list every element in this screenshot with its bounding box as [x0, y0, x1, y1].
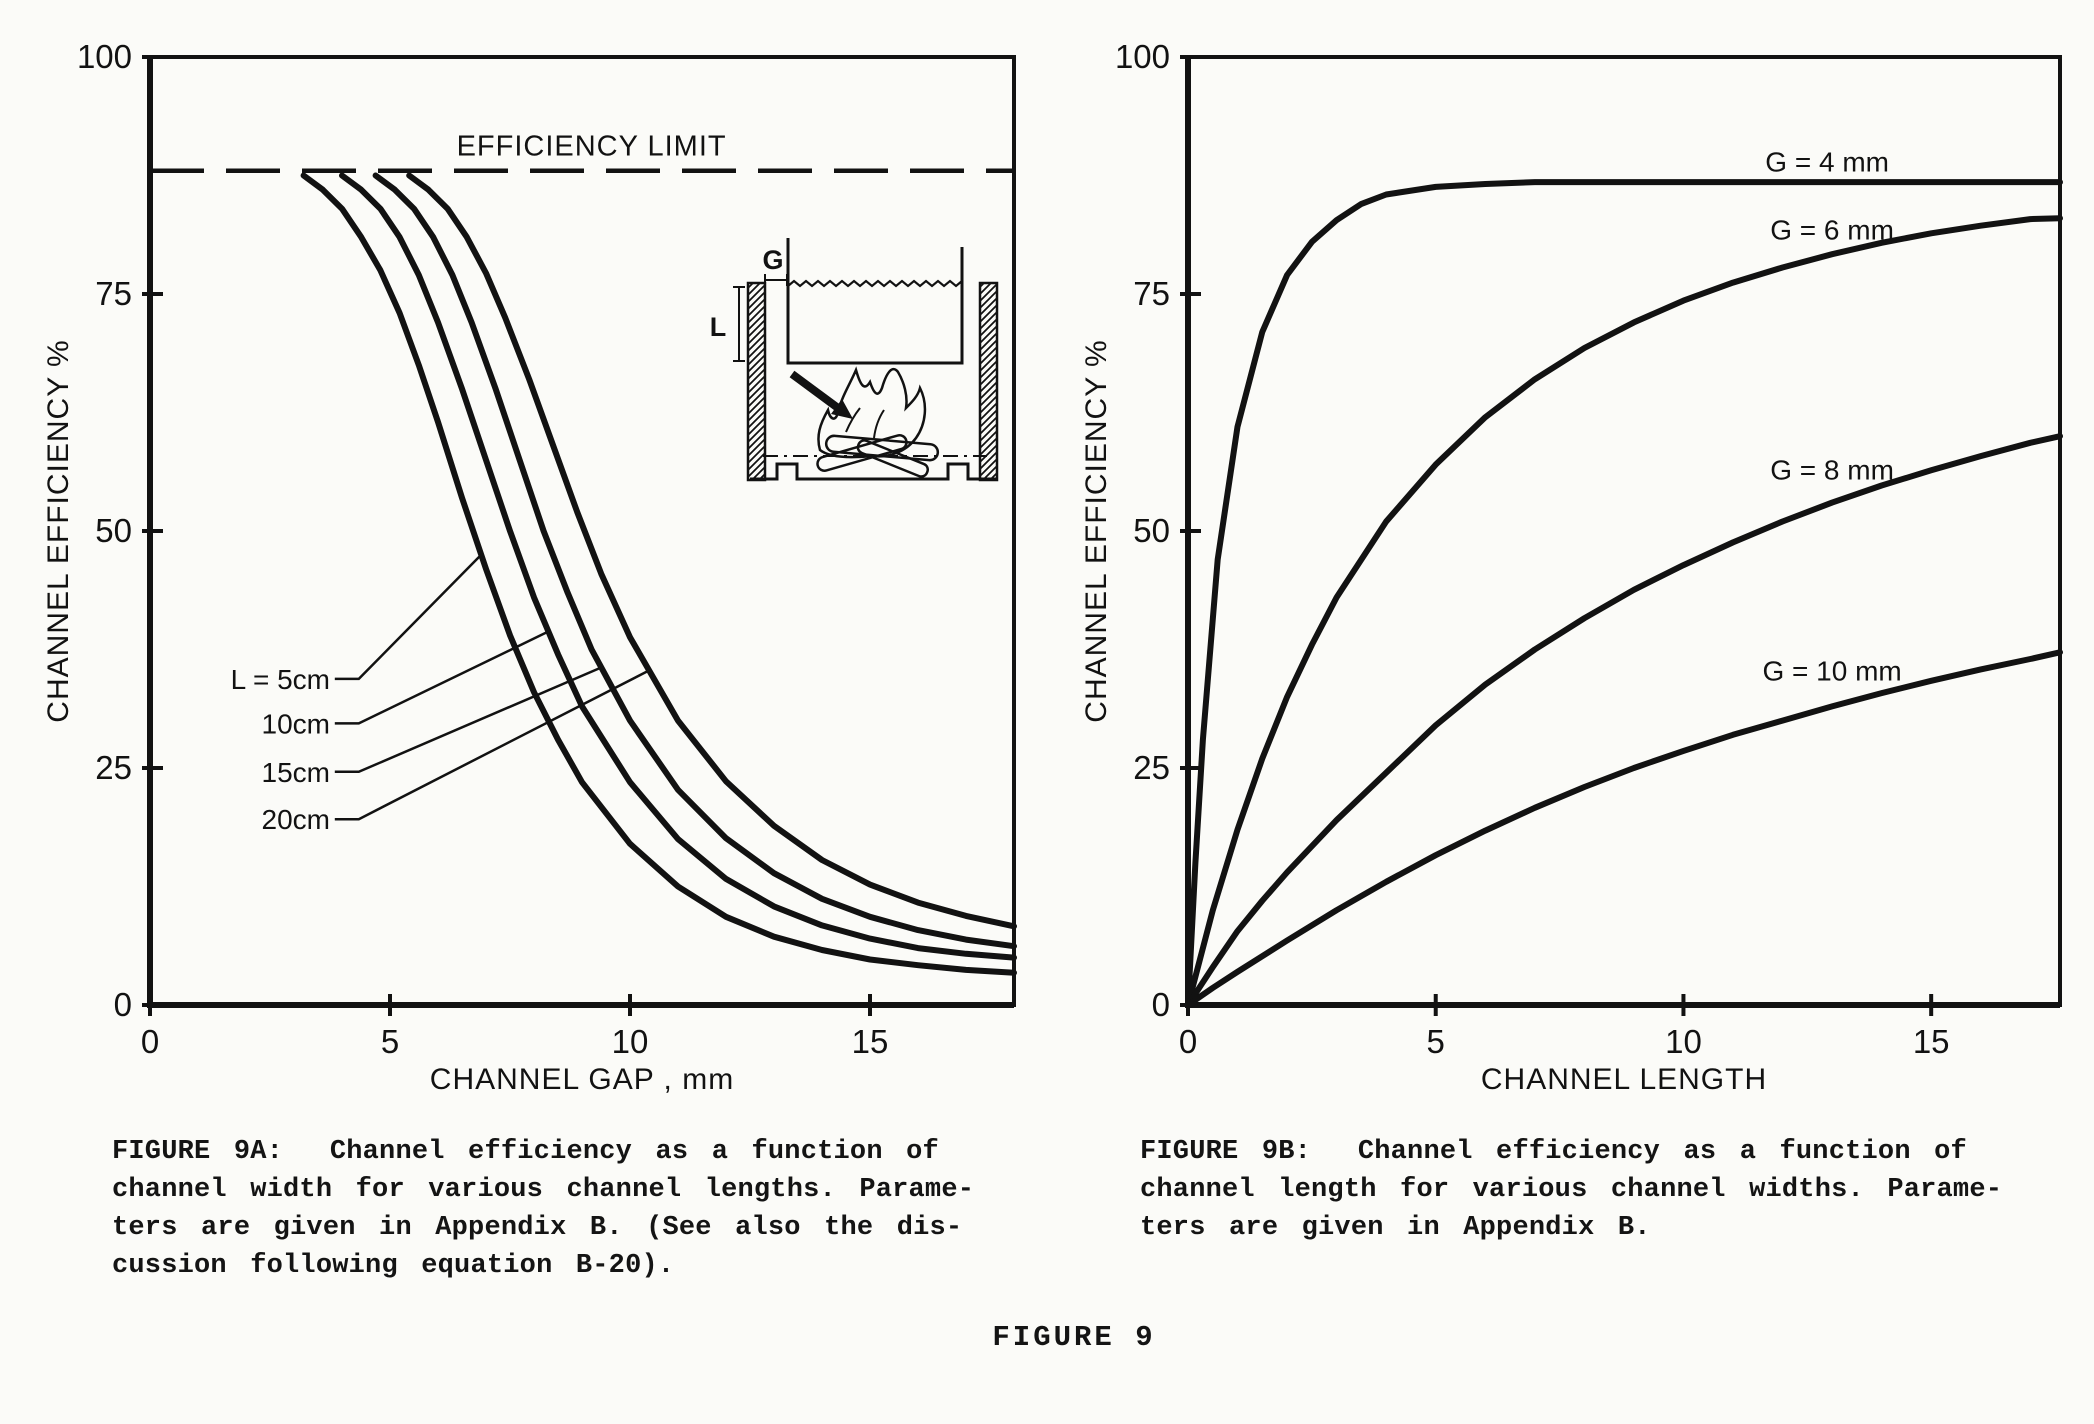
y-axis-tick-label: 50 — [1133, 512, 1170, 549]
curve-15cm — [372, 172, 1017, 950]
axes — [1185, 57, 2060, 1008]
curve-g-8-mm — [1185, 433, 2063, 1008]
radiation-arrow-shaft — [789, 370, 841, 412]
curve-20cm — [406, 172, 1017, 930]
gap-dimension — [764, 274, 788, 286]
curve-label-g-4-mm: G = 4 mm — [1765, 146, 1889, 177]
plot-frame — [1186, 55, 2062, 1007]
curve-label-l-5cm: L = 5cm — [231, 664, 330, 695]
x-axis-title: CHANNEL LENGTH — [1481, 1063, 1767, 1096]
y-axis-tick-label: 50 — [95, 512, 132, 549]
y-axis-tick-label: 100 — [77, 38, 132, 75]
curve-label-10cm: 10cm — [262, 708, 330, 739]
curve-g-6-mm — [1185, 215, 2063, 1008]
chart-fig9b: 0 5 10 15 0 25 50 75 100 CHANNEL LENGTH CHANNEL EF… — [1080, 38, 2063, 1096]
length-dimension — [733, 286, 745, 362]
leader-line-20cm — [334, 669, 650, 821]
flame-inner-lines — [845, 407, 885, 439]
y-axis-tick-label: 75 — [1133, 275, 1170, 312]
y-axis-tick-label: 100 — [1115, 38, 1170, 75]
left-wall-hatched — [746, 281, 767, 482]
chart-fig9a: 0 5 10 15 0 25 50 75 100 CHANNEL GAP , mm CHANNEL … — [42, 38, 1017, 1096]
x-axis-tick-label: 10 — [1665, 1023, 1702, 1060]
curve-g-10-mm — [1185, 649, 2063, 1008]
curve-label-g-6-mm: G = 6 mm — [1770, 215, 1894, 246]
x-axis-tick-label: 0 — [141, 1023, 159, 1060]
flame-icon — [817, 366, 927, 459]
y-axis-tick-label: 25 — [95, 749, 132, 786]
y-axis-title: CHANNEL EFFICIENCY % — [42, 339, 75, 722]
x-axis-tick-label: 15 — [852, 1023, 889, 1060]
caption-figure-9b: FIGURE 9B: Channel efficiency as a funct… — [1140, 1137, 2003, 1243]
arc-chamber-wavy-line — [787, 279, 963, 288]
x-axis-tick-label: 5 — [381, 1023, 399, 1060]
leader-line-l-5cm — [334, 553, 483, 681]
figure-label: FIGURE 9 — [992, 1321, 1156, 1354]
curve-l-5cm — [300, 172, 1017, 976]
y-axis-tick-label: 75 — [95, 275, 132, 312]
channel-plate-outline — [786, 238, 964, 365]
gap-dimension-label: G — [762, 245, 783, 275]
x-axis-tick-label: 15 — [1913, 1023, 1950, 1060]
curve-label-g-8-mm: G = 8 mm — [1770, 454, 1894, 485]
curve-g-4-mm — [1185, 179, 2063, 1008]
x-axis-tick-label: 0 — [1179, 1023, 1197, 1060]
leader-line-15cm — [334, 666, 602, 774]
length-dimension-label: L — [710, 312, 727, 342]
x-axis-title: CHANNEL GAP , mm — [430, 1063, 734, 1096]
x-axis-tick-label: 10 — [612, 1023, 649, 1060]
leader-line-10cm — [334, 630, 549, 725]
y-axis-tick-label: 0 — [114, 986, 132, 1023]
y-axis-tick-label: 25 — [1133, 749, 1170, 786]
hearth-base-outline — [750, 462, 997, 481]
caption-figure-9a: FIGURE 9A: Channel efficiency as a funct… — [112, 1137, 975, 1281]
y-axis-tick-label: 0 — [1152, 986, 1170, 1023]
right-wall-hatched — [978, 281, 999, 482]
channel-schematic-inset: G L — [710, 238, 999, 482]
efficiency-limit-label: EFFICIENCY LIMIT — [457, 131, 727, 163]
curve-label-15cm: 15cm — [262, 757, 330, 788]
curve-label-20cm: 20cm — [262, 804, 330, 835]
curve-label-g-10-mm: G = 10 mm — [1762, 655, 1901, 686]
x-axis-tick-label: 5 — [1427, 1023, 1445, 1060]
firewood-logs — [816, 434, 940, 478]
curve-10cm — [339, 172, 1017, 961]
y-axis-title: CHANNEL EFFICIENCY % — [1080, 339, 1113, 722]
